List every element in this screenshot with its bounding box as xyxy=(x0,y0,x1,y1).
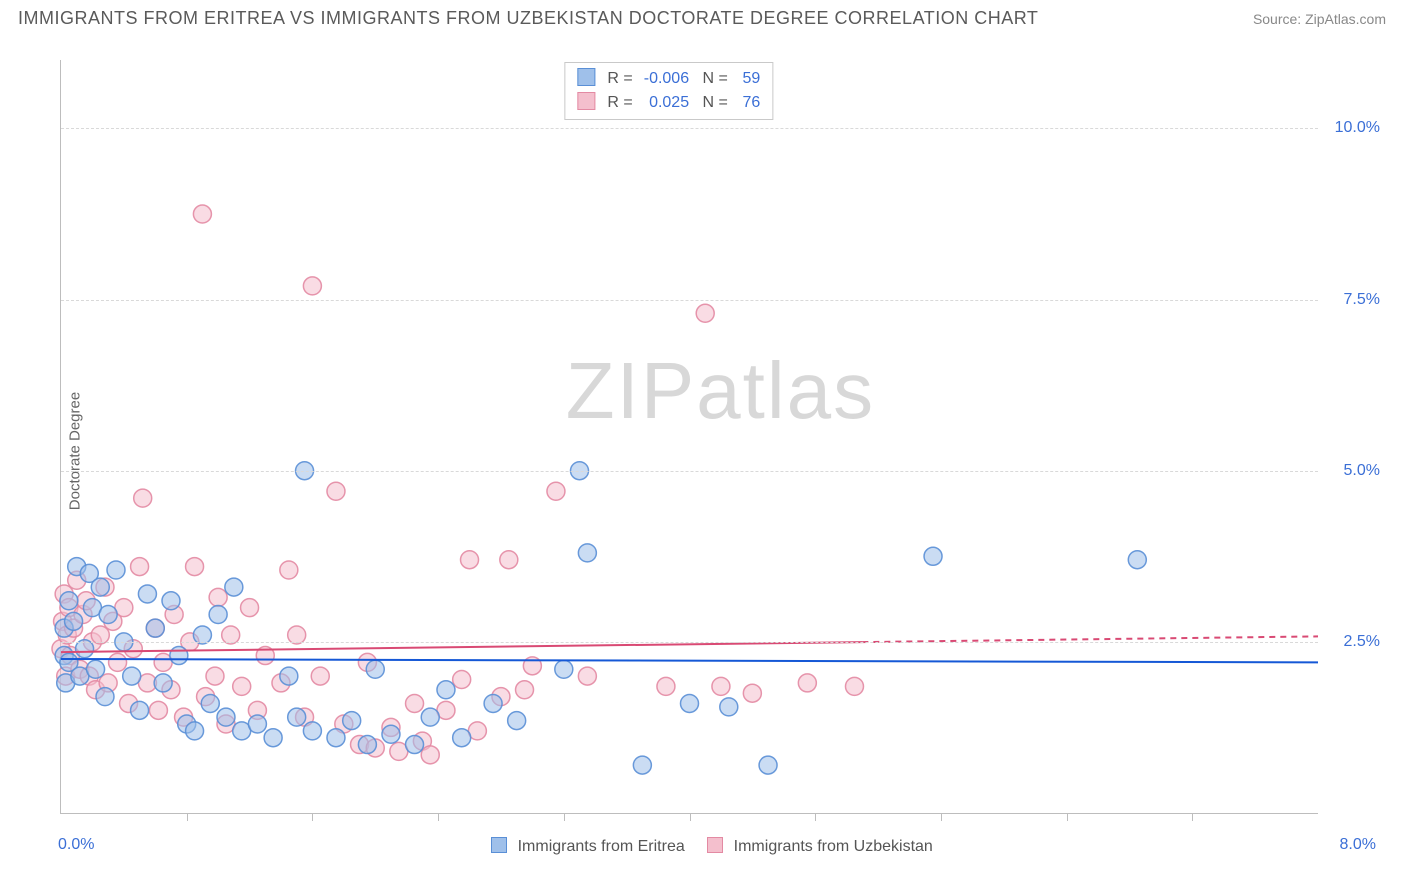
data-point xyxy=(107,561,125,579)
data-point xyxy=(280,667,298,685)
data-point xyxy=(633,756,651,774)
data-point xyxy=(109,653,127,671)
data-point xyxy=(720,698,738,716)
data-point xyxy=(696,304,714,322)
data-point xyxy=(311,667,329,685)
chart-area: Doctorate Degree ZIPatlas R = -0.006 N =… xyxy=(18,40,1388,862)
legend-label-pink: Immigrants from Uzbekistan xyxy=(734,838,933,855)
source-label: Source: ZipAtlas.com xyxy=(1253,11,1386,27)
data-point xyxy=(343,712,361,730)
data-point xyxy=(798,674,816,692)
data-point xyxy=(303,722,321,740)
data-point xyxy=(288,708,306,726)
data-point xyxy=(327,729,345,747)
data-point xyxy=(123,667,141,685)
legend-swatch-blue-icon xyxy=(491,837,507,853)
data-point xyxy=(241,599,259,617)
data-point xyxy=(201,694,219,712)
data-point xyxy=(421,708,439,726)
data-point xyxy=(303,277,321,295)
data-point xyxy=(743,684,761,702)
data-point xyxy=(170,647,188,665)
data-point xyxy=(91,578,109,596)
data-point xyxy=(453,729,471,747)
data-point xyxy=(508,712,526,730)
chart-title: IMMIGRANTS FROM ERITREA VS IMMIGRANTS FR… xyxy=(18,8,1038,29)
data-point xyxy=(547,482,565,500)
data-point xyxy=(225,578,243,596)
scatter-svg xyxy=(61,60,1318,813)
data-point xyxy=(712,677,730,695)
data-point xyxy=(233,677,251,695)
data-point xyxy=(209,588,227,606)
data-point xyxy=(555,660,573,678)
data-point xyxy=(516,681,534,699)
data-point xyxy=(264,729,282,747)
trend-line xyxy=(61,659,1318,662)
data-point xyxy=(131,558,149,576)
data-point xyxy=(146,619,164,637)
legend-label-blue: Immigrants from Eritrea xyxy=(518,838,685,855)
data-point xyxy=(206,667,224,685)
data-point xyxy=(131,701,149,719)
data-point xyxy=(138,585,156,603)
chart-header: IMMIGRANTS FROM ERITREA VS IMMIGRANTS FR… xyxy=(0,0,1406,33)
swatch-pink-icon xyxy=(577,92,595,110)
data-point xyxy=(134,489,152,507)
stat-row-blue: R = -0.006 N = 59 xyxy=(577,67,760,91)
data-point xyxy=(209,605,227,623)
data-point xyxy=(453,671,471,689)
data-point xyxy=(193,205,211,223)
data-point xyxy=(162,592,180,610)
data-point xyxy=(500,551,518,569)
data-point xyxy=(681,694,699,712)
data-point xyxy=(87,660,105,678)
data-point xyxy=(578,544,596,562)
data-point xyxy=(484,694,502,712)
data-point xyxy=(406,694,424,712)
data-point xyxy=(217,708,235,726)
legend-swatch-pink-icon xyxy=(707,837,723,853)
data-point xyxy=(186,722,204,740)
data-point xyxy=(924,547,942,565)
data-point xyxy=(60,592,78,610)
data-point xyxy=(1128,551,1146,569)
data-point xyxy=(382,725,400,743)
data-point xyxy=(578,667,596,685)
data-point xyxy=(657,677,675,695)
data-point xyxy=(149,701,167,719)
data-point xyxy=(358,736,376,754)
data-point xyxy=(845,677,863,695)
bottom-legend: Immigrants from Eritrea Immigrants from … xyxy=(18,837,1388,856)
data-point xyxy=(96,688,114,706)
data-point xyxy=(366,660,384,678)
data-point xyxy=(186,558,204,576)
y-tick-label: 7.5% xyxy=(1344,291,1380,309)
plot-region: ZIPatlas R = -0.006 N = 59 R = 0.025 N =… xyxy=(60,60,1318,814)
stat-legend: R = -0.006 N = 59 R = 0.025 N = 76 xyxy=(564,62,773,120)
data-point xyxy=(421,746,439,764)
stat-row-pink: R = 0.025 N = 76 xyxy=(577,91,760,115)
data-point xyxy=(406,736,424,754)
data-point xyxy=(99,605,117,623)
data-point xyxy=(65,612,83,630)
swatch-blue-icon xyxy=(577,68,595,86)
data-point xyxy=(280,561,298,579)
data-point xyxy=(461,551,479,569)
y-tick-label: 10.0% xyxy=(1335,119,1380,137)
y-tick-label: 5.0% xyxy=(1344,462,1380,480)
y-tick-label: 2.5% xyxy=(1344,633,1380,651)
data-point xyxy=(154,674,172,692)
data-point xyxy=(759,756,777,774)
data-point xyxy=(248,715,266,733)
data-point xyxy=(327,482,345,500)
data-point xyxy=(437,681,455,699)
